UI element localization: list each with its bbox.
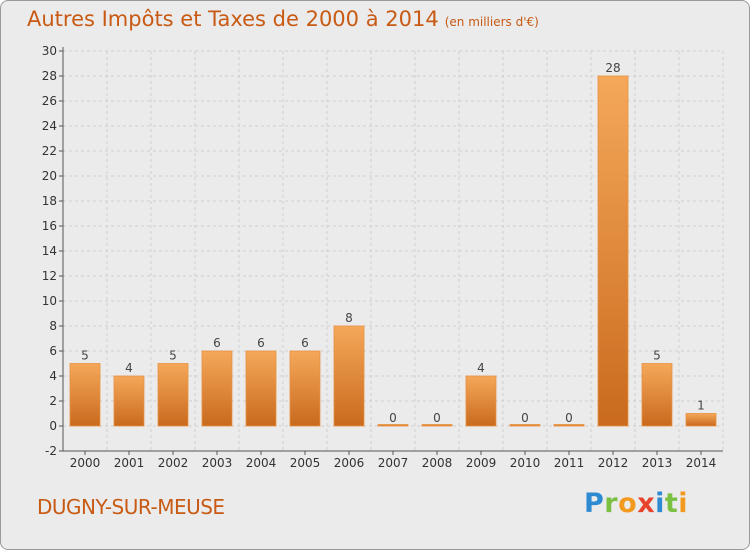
bar-2006 — [333, 325, 365, 427]
logo-letter: t — [664, 488, 679, 519]
y-tick-label: 20 — [42, 169, 57, 183]
y-tick-label: 0 — [49, 419, 57, 433]
chart-title: Autres Impôts et Taxes de 2000 à 2014 (en… — [27, 7, 539, 31]
bar-2010 — [509, 424, 541, 427]
value-label-2005: 6 — [301, 336, 309, 350]
x-tick-label-2009: 2009 — [466, 456, 497, 470]
x-tick-label-2001: 2001 — [114, 456, 145, 470]
x-tick-label-2011: 2011 — [554, 456, 585, 470]
bar-2007 — [377, 424, 409, 427]
logo-letter: o — [618, 488, 638, 519]
value-label-2011: 0 — [565, 411, 573, 425]
y-tick-label: 6 — [49, 344, 57, 358]
y-tick-label: 14 — [42, 244, 57, 258]
y-tick-label: 28 — [42, 69, 57, 83]
proxiti-logo: Proxiti — [584, 488, 688, 519]
bar-2012 — [597, 75, 629, 427]
logo-letter: P — [584, 488, 605, 519]
value-label-2004: 6 — [257, 336, 265, 350]
y-tick-label: 24 — [42, 119, 57, 133]
value-label-2009: 4 — [477, 361, 485, 375]
value-label-2008: 0 — [433, 411, 441, 425]
y-tick-label: 16 — [42, 219, 57, 233]
y-tick-label: -2 — [45, 444, 57, 458]
x-tick-label-2010: 2010 — [510, 456, 541, 470]
value-label-2013: 5 — [653, 349, 661, 363]
chart-unit-label: (en milliers d'€) — [444, 15, 539, 29]
chart-title-text: Autres Impôts et Taxes de 2000 à 2014 — [27, 7, 439, 31]
logo-letter: x — [637, 488, 656, 519]
logo-letter: r — [604, 488, 619, 519]
value-label-2010: 0 — [521, 411, 529, 425]
x-tick-label-2006: 2006 — [334, 456, 365, 470]
x-tick-label-2004: 2004 — [246, 456, 277, 470]
value-label-2003: 6 — [213, 336, 221, 350]
axes — [59, 47, 723, 455]
bar-2003 — [201, 350, 233, 427]
x-tick-label-2013: 2013 — [642, 456, 673, 470]
x-tick-label-2000: 2000 — [70, 456, 101, 470]
logo-letter: i — [655, 488, 665, 519]
bar-2011 — [553, 424, 585, 427]
bar-2004 — [245, 350, 277, 427]
y-tick-label: 8 — [49, 319, 57, 333]
bar-2000 — [69, 363, 101, 427]
bar-2008 — [421, 424, 453, 427]
bar-2013 — [641, 363, 673, 427]
y-tick-label: 22 — [42, 144, 57, 158]
value-label-2012: 28 — [605, 61, 620, 75]
y-tick-label: 2 — [49, 394, 57, 408]
bars — [69, 75, 717, 427]
x-tick-label-2008: 2008 — [422, 456, 453, 470]
y-tick-label: 30 — [42, 44, 57, 58]
value-labels: 5 4 5 6 6 6 8 0 0 4 0 0 28 5 1 — [81, 61, 705, 425]
x-tick-label-2014: 2014 — [686, 456, 717, 470]
commune-name: DUGNY-SUR-MEUSE — [37, 495, 225, 519]
bar-2002 — [157, 363, 189, 427]
x-tick-label-2007: 2007 — [378, 456, 409, 470]
value-label-2006: 8 — [345, 311, 353, 325]
y-tick-label: 10 — [42, 294, 57, 308]
y-tick-label: 12 — [42, 269, 57, 283]
value-label-2001: 4 — [125, 361, 133, 375]
logo-letter: i — [678, 488, 689, 519]
x-tick-label-2012: 2012 — [598, 456, 629, 470]
y-tick-label: 26 — [42, 94, 57, 108]
value-label-2000: 5 — [81, 349, 89, 363]
bar-2001 — [113, 375, 145, 427]
bar-2005 — [289, 350, 321, 427]
value-label-2007: 0 — [389, 411, 397, 425]
y-tick-label: 4 — [49, 369, 57, 383]
x-tick-label-2003: 2003 — [202, 456, 233, 470]
y-tick-label: 18 — [42, 194, 57, 208]
x-tick-label-2002: 2002 — [158, 456, 189, 470]
x-tick-label-2005: 2005 — [290, 456, 321, 470]
bar-2014 — [685, 413, 717, 427]
bar-2009 — [465, 375, 497, 427]
value-label-2014: 1 — [697, 399, 705, 413]
value-label-2002: 5 — [169, 349, 177, 363]
